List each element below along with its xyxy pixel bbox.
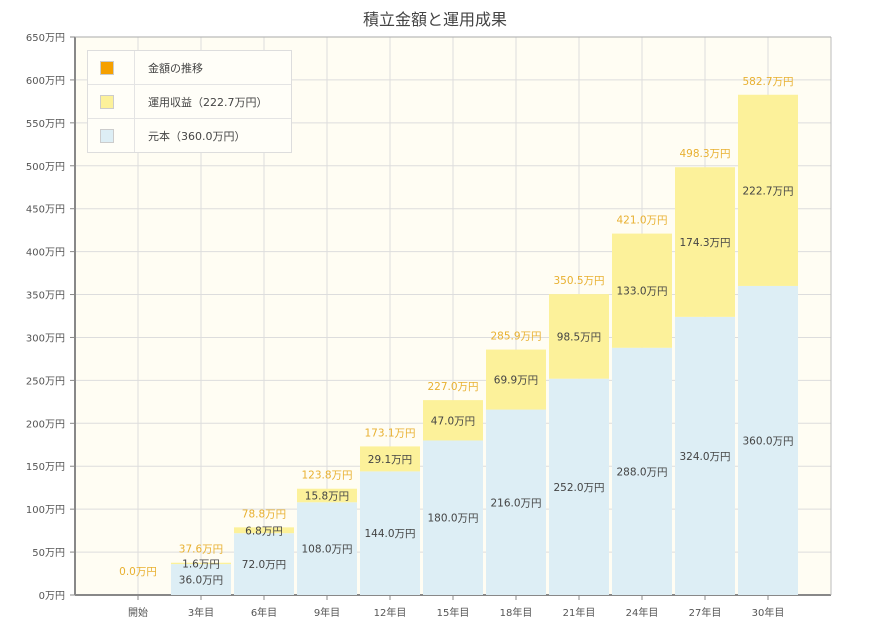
x-tick-label: 27年目 [689,606,722,619]
total-label: 227.0万円 [427,381,478,393]
x-tick-label: 3年目 [188,606,214,619]
x-tick-label: 15年目 [437,606,470,619]
x-tick-label: 30年目 [752,606,785,619]
y-tick-label: 150万円 [26,462,65,473]
data-label: 1.6万円 [182,558,220,570]
legend-label: 元本（360.0万円） [148,129,246,143]
bar-returns [171,562,231,565]
y-tick-label: 500万円 [26,162,65,173]
data-label: 72.0万円 [242,559,286,571]
total-label: 123.8万円 [301,470,352,482]
y-tick-label: 0万円 [39,591,65,602]
bar-principal [549,378,609,595]
chart-title: 積立金額と運用成果 [362,10,507,29]
bar-returns [675,167,735,317]
x-tick-label: 12年目 [374,606,407,619]
data-label: 288.0万円 [616,466,667,478]
total-label: 285.9万円 [490,331,541,343]
data-label: 324.0万円 [679,451,730,463]
y-tick-label: 450万円 [26,205,65,216]
x-tick-label: 開始 [128,606,148,619]
data-label: 108.0万円 [301,544,352,556]
legend-item-principal[interactable]: 元本（360.0万円） [88,119,291,152]
bar-returns [423,400,483,441]
y-tick-label: 200万円 [26,419,65,430]
legend: 金額の推移 運用収益（222.7万円） 元本（360.0万円） [87,50,292,153]
total-label: 350.5万円 [553,275,604,287]
data-label: 222.7万円 [742,185,793,197]
y-tick-label: 550万円 [26,119,65,130]
data-label: 180.0万円 [427,513,478,525]
y-tick-label: 650万円 [26,33,65,44]
total-label: 582.7万円 [742,76,793,88]
data-label: 6.8万円 [245,525,283,537]
data-label: 174.3万円 [679,237,730,249]
legend-item-total[interactable]: 金額の推移 [88,51,291,85]
data-label: 133.0万円 [616,286,667,298]
bar-returns [738,94,798,286]
y-tick-label: 250万円 [26,376,65,387]
x-tick-label: 6年目 [251,606,277,619]
data-label: 360.0万円 [742,435,793,447]
bar-principal [234,533,294,595]
data-label: 252.0万円 [553,482,604,494]
legend-label: 運用収益（222.7万円） [148,95,268,109]
bar-returns [297,488,357,503]
bar-principal [423,440,483,595]
y-tick-label: 100万円 [26,505,65,516]
total-label: 78.8万円 [242,508,286,520]
bar-returns [549,294,609,379]
total-label: 173.1万円 [364,427,415,439]
bar-principal [171,564,231,595]
total-label: 421.0万円 [616,215,667,227]
data-label: 36.0万円 [179,575,223,587]
legend-label: 金額の推移 [148,61,203,75]
bar-principal [612,347,672,595]
x-tick-label: 21年目 [563,606,596,619]
data-label: 47.0万円 [431,415,475,427]
y-tick-label: 50万円 [32,548,65,559]
total-label: 37.6万円 [179,544,223,556]
legend-swatch [100,94,114,109]
bar-principal [675,316,735,595]
y-tick-label: 350万円 [26,291,65,302]
y-tick-label: 400万円 [26,248,65,259]
data-label: 216.0万円 [490,497,541,509]
data-label: 29.1万円 [368,454,412,466]
data-label: 69.9万円 [494,375,538,387]
x-tick-label: 18年目 [500,606,533,619]
total-label: 498.3万円 [679,148,730,160]
bar-returns [486,349,546,410]
bar-returns [360,446,420,472]
bar-principal [297,502,357,595]
y-tick-label: 600万円 [26,76,65,87]
bar-returns [234,527,294,534]
data-label: 15.8万円 [305,491,349,503]
legend-swatch [100,128,114,143]
x-tick-label: 24年目 [626,606,659,619]
bar-principal [360,471,420,595]
bar-principal [486,409,546,595]
legend-item-returns[interactable]: 運用収益（222.7万円） [88,85,291,119]
x-tick-label: 9年目 [314,606,340,619]
total-label: 0.0万円 [119,566,157,578]
legend-swatch [100,60,114,75]
y-tick-label: 300万円 [26,333,65,344]
bar-principal [738,285,798,595]
bar-returns [612,233,672,348]
data-label: 144.0万円 [364,528,415,540]
data-label: 98.5万円 [557,331,601,343]
